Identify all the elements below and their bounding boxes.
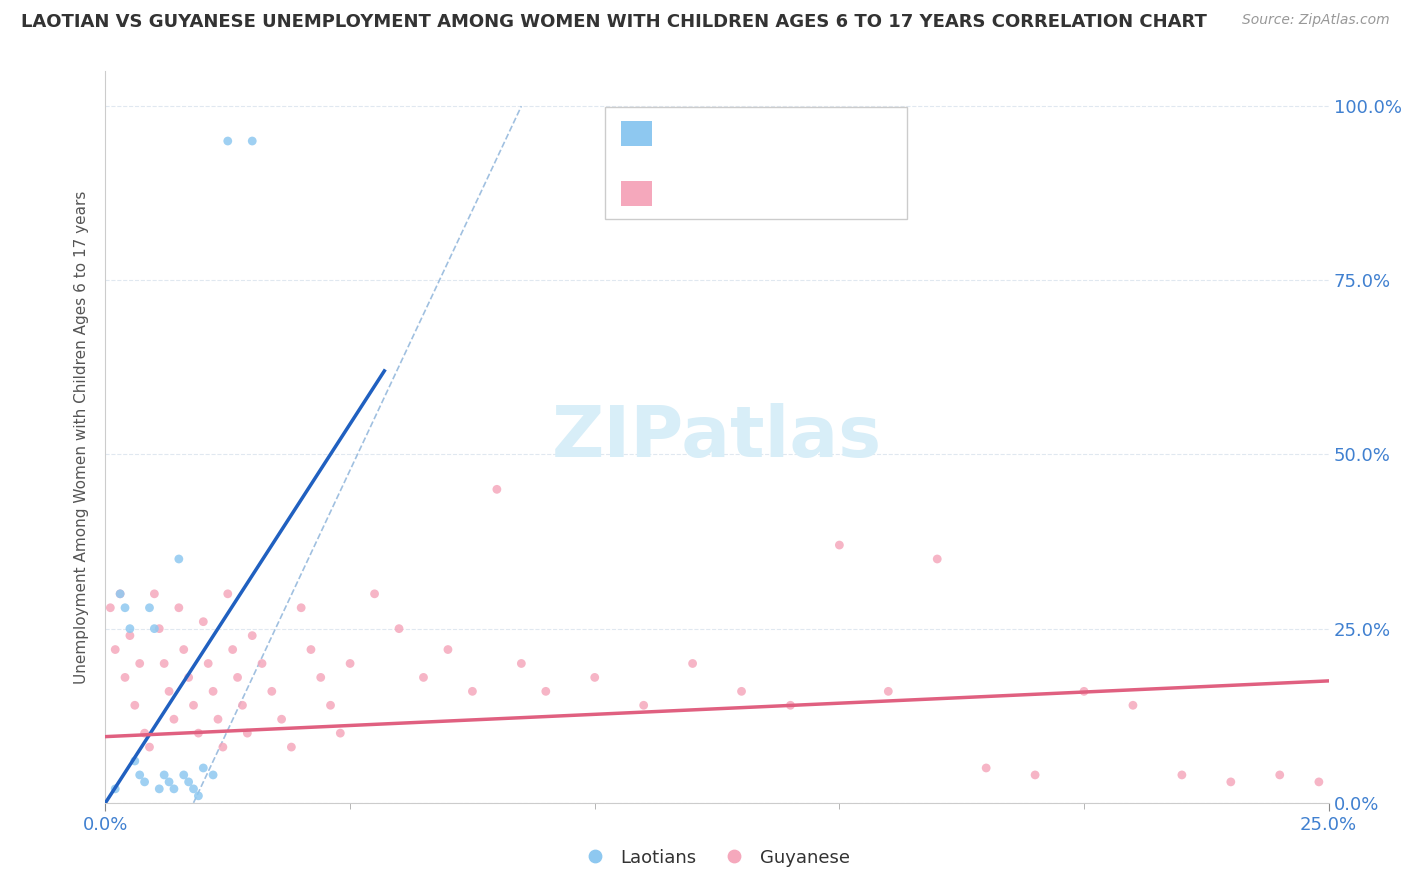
Point (148, 622, 170, 636)
Point (157, 775, 180, 789)
Point (240, 134, 263, 148)
Point (124, 754, 146, 768)
Point (193, 761, 215, 775)
Text: ZIPatlas: ZIPatlas (553, 402, 882, 472)
Point (927, 552, 949, 566)
Point (437, 642, 460, 657)
Point (138, 600, 160, 615)
Point (183, 781, 205, 796)
Point (974, 761, 997, 775)
Point (260, 684, 283, 698)
Point (329, 726, 352, 740)
Point (114, 600, 136, 615)
Point (153, 657, 176, 671)
Point (461, 684, 484, 698)
Point (167, 552, 190, 566)
Point (583, 670, 606, 684)
Point (134, 726, 156, 740)
Y-axis label: Unemployment Among Women with Children Ages 6 to 17 years: Unemployment Among Women with Children A… (73, 190, 89, 684)
Point (143, 587, 166, 601)
Point (187, 726, 209, 740)
Point (104, 642, 127, 657)
Point (148, 781, 170, 796)
Point (682, 657, 704, 671)
Text: LAOTIAN VS GUYANESE UNEMPLOYMENT AMONG WOMEN WITH CHILDREN AGES 6 TO 17 YEARS CO: LAOTIAN VS GUYANESE UNEMPLOYMENT AMONG W… (21, 13, 1206, 31)
Point (1122, 698, 1144, 713)
Point (177, 775, 200, 789)
Point (388, 622, 411, 636)
Point (221, 642, 243, 657)
Point (108, 587, 131, 601)
Point (270, 712, 292, 726)
Point (730, 684, 752, 698)
Point (1024, 768, 1046, 782)
Point (104, 781, 127, 796)
Point (240, 629, 263, 643)
Point (134, 775, 156, 789)
Point (309, 670, 332, 684)
Point (128, 657, 150, 671)
Point (633, 698, 655, 713)
Point (250, 657, 273, 671)
Point (202, 768, 225, 782)
Point (138, 740, 160, 755)
Point (153, 768, 176, 782)
Point (319, 698, 342, 713)
Text: Source: ZipAtlas.com: Source: ZipAtlas.com (1241, 13, 1389, 28)
Point (290, 600, 312, 615)
Point (412, 670, 434, 684)
Point (98, 600, 121, 615)
Point (108, 587, 131, 601)
Point (231, 698, 253, 713)
Point (163, 781, 186, 796)
Point (173, 768, 195, 782)
Point (193, 615, 215, 629)
Point (779, 698, 801, 713)
Point (167, 600, 190, 615)
Point (1219, 775, 1241, 789)
Point (828, 538, 851, 552)
Legend: Laotians, Guyanese: Laotians, Guyanese (585, 847, 849, 867)
Point (236, 726, 259, 740)
Point (510, 657, 533, 671)
Text: R = 0.569   N = 22: R = 0.569 N = 22 (659, 125, 844, 143)
Point (363, 587, 385, 601)
Point (128, 768, 150, 782)
Point (299, 642, 322, 657)
Point (124, 698, 146, 713)
Point (217, 134, 239, 148)
Text: R = 0.085   N = 64: R = 0.085 N = 64 (659, 185, 844, 202)
Point (173, 642, 195, 657)
Point (1073, 684, 1095, 698)
Point (485, 483, 508, 497)
Point (534, 684, 557, 698)
Point (183, 698, 205, 713)
Point (226, 670, 249, 684)
Point (217, 587, 239, 601)
Point (163, 712, 186, 726)
Point (197, 657, 219, 671)
Point (114, 670, 136, 684)
Point (1268, 768, 1291, 782)
Point (280, 740, 302, 755)
Point (157, 684, 180, 698)
Point (1171, 768, 1194, 782)
Point (212, 740, 235, 755)
Point (177, 670, 200, 684)
Point (202, 684, 225, 698)
Point (118, 622, 141, 636)
Point (339, 657, 361, 671)
Point (143, 622, 166, 636)
Point (877, 684, 900, 698)
Point (187, 789, 209, 803)
Point (1308, 775, 1330, 789)
Point (207, 712, 229, 726)
Point (118, 629, 141, 643)
